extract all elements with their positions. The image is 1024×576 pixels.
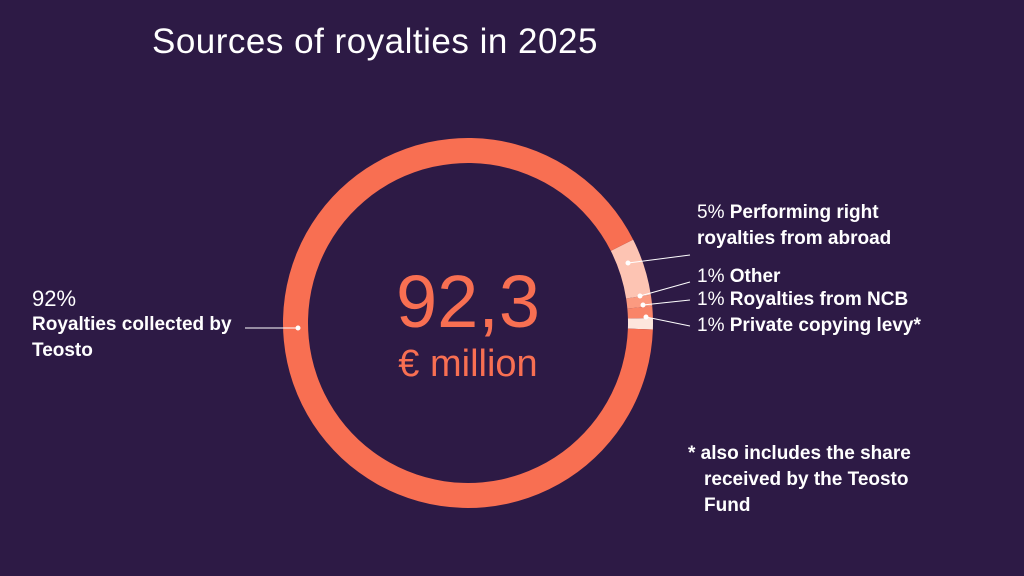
leader-line: [639, 281, 691, 297]
slice-label: 92% Royalties collected by Teosto: [32, 286, 247, 364]
slice-name: Other: [729, 266, 781, 287]
slice-label: 1% Royalties from NCB: [697, 287, 997, 313]
slice-percent: 1%: [697, 289, 725, 310]
chart-title: Sources of royalties in 2025: [152, 22, 598, 61]
slice-percent: 92%: [32, 286, 77, 311]
slice-name: Performing right royalties from abroad: [697, 202, 892, 249]
slice-name: Royalties from NCB: [729, 289, 909, 310]
leader-dot: [637, 293, 643, 299]
slice-label: 1% Private copying levy*: [697, 313, 997, 339]
center-value: 92,3: [395, 260, 541, 343]
slice-percent: 5%: [697, 202, 725, 223]
slice-label: 5% Performing right royalties from abroa…: [697, 200, 942, 252]
slice: [610, 239, 651, 299]
leader-line: [645, 316, 691, 327]
leader-line: [642, 299, 691, 306]
slice: [627, 317, 653, 330]
leader-dot: [625, 260, 631, 266]
slice-name: Royalties collected by Teosto: [32, 314, 232, 361]
leader-dot: [640, 302, 646, 308]
slice-label: 1% Other: [697, 264, 997, 290]
leader-dot: [643, 314, 649, 320]
slice-percent: 1%: [697, 315, 725, 336]
slice-percent: 1%: [697, 266, 725, 287]
leader-lines: [245, 254, 691, 331]
leader-line: [627, 254, 691, 264]
center-unit: € million: [398, 343, 538, 385]
slice-name: Private copying levy*: [729, 315, 921, 336]
leader-dot: [295, 325, 301, 331]
footnote: * also includes the share received by th…: [688, 443, 911, 516]
